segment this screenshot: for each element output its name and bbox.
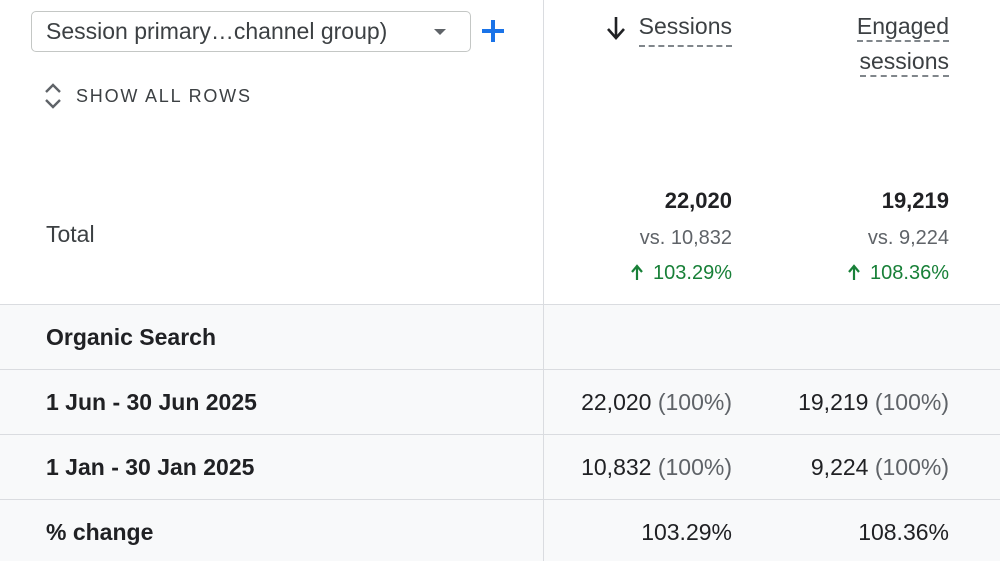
- caret-down-icon: [434, 29, 446, 35]
- total-sessions-change-value: 103.29%: [653, 262, 732, 284]
- total-label: Total: [46, 221, 95, 247]
- total-sessions-value: 22,020: [664, 188, 732, 213]
- table-row-organic-search: Organic Search: [0, 304, 1000, 369]
- dimension-dropdown-value: Session primary…channel group): [46, 18, 388, 44]
- row-sessions-share: (100%): [657, 389, 732, 415]
- total-sessions-change: 103.29%: [631, 256, 732, 290]
- row-label: % change: [46, 519, 154, 545]
- engaged-column-title-line1: Engaged: [856, 13, 949, 42]
- total-engaged-cell: 19,219 vs. 9,224 108.36%: [848, 182, 949, 290]
- total-sessions-compare: vs. 10,832: [639, 227, 732, 249]
- row-engaged-value: 9,224: [810, 454, 869, 480]
- arrow-down-icon: [606, 17, 625, 40]
- unfold-icon: [45, 83, 61, 109]
- row-engaged-change: 108.36%: [858, 519, 949, 545]
- row-sessions-cell: 10,832 (100%): [581, 435, 732, 500]
- row-engaged-cell: 9,224 (100%): [811, 435, 949, 500]
- engaged-sessions-column-header[interactable]: Engaged sessions: [856, 9, 949, 79]
- row-label: 1 Jun - 30 Jun 2025: [46, 389, 257, 415]
- show-all-rows-button[interactable]: SHOW ALL ROWS: [42, 80, 252, 112]
- total-engaged-change: 108.36%: [848, 256, 949, 290]
- row-engaged-share: (100%): [874, 454, 949, 480]
- row-label: 1 Jan - 30 Jan 2025: [46, 454, 255, 480]
- engaged-column-title-line2: sessions: [859, 48, 949, 77]
- row-engaged-value: 19,219: [798, 389, 869, 415]
- table-header: Session primary…channel group) SHOW ALL …: [31, 9, 949, 290]
- row-sessions-change: 103.29%: [641, 519, 732, 545]
- arrow-up-icon: [848, 264, 860, 280]
- total-engaged-change-value: 108.36%: [870, 262, 949, 284]
- total-engaged-compare: vs. 9,224: [867, 227, 949, 249]
- table-row: 1 Jun - 30 Jun 2025 22,020 (100%) 19,219…: [0, 369, 1000, 434]
- add-dimension-button[interactable]: [480, 14, 506, 48]
- show-all-rows-label: SHOW ALL ROWS: [76, 85, 252, 106]
- row-sessions-value: 22,020: [581, 389, 652, 415]
- row-engaged-cell: 19,219 (100%): [798, 370, 949, 435]
- row-sessions-cell: 22,020 (100%): [581, 370, 732, 435]
- table-row-percent-change: % change 103.29% 108.36%: [0, 499, 1000, 561]
- table-row: 1 Jan - 30 Jan 2025 10,832 (100%) 9,224 …: [0, 434, 1000, 499]
- sessions-column-header[interactable]: Sessions: [605, 9, 732, 47]
- plus-icon: [482, 20, 504, 42]
- column-divider: [543, 0, 544, 561]
- total-sessions-cell: 22,020 vs. 10,832 103.29%: [631, 182, 732, 290]
- sessions-column-title: Sessions: [638, 9, 732, 47]
- dimension-dropdown[interactable]: Session primary…channel group): [31, 11, 471, 52]
- row-sessions-share: (100%): [657, 454, 732, 480]
- arrow-up-icon: [631, 264, 643, 280]
- row-engaged-share: (100%): [874, 389, 949, 415]
- row-sessions-value: 10,832: [581, 454, 652, 480]
- row-label: Organic Search: [46, 324, 217, 350]
- total-engaged-value: 19,219: [881, 188, 949, 213]
